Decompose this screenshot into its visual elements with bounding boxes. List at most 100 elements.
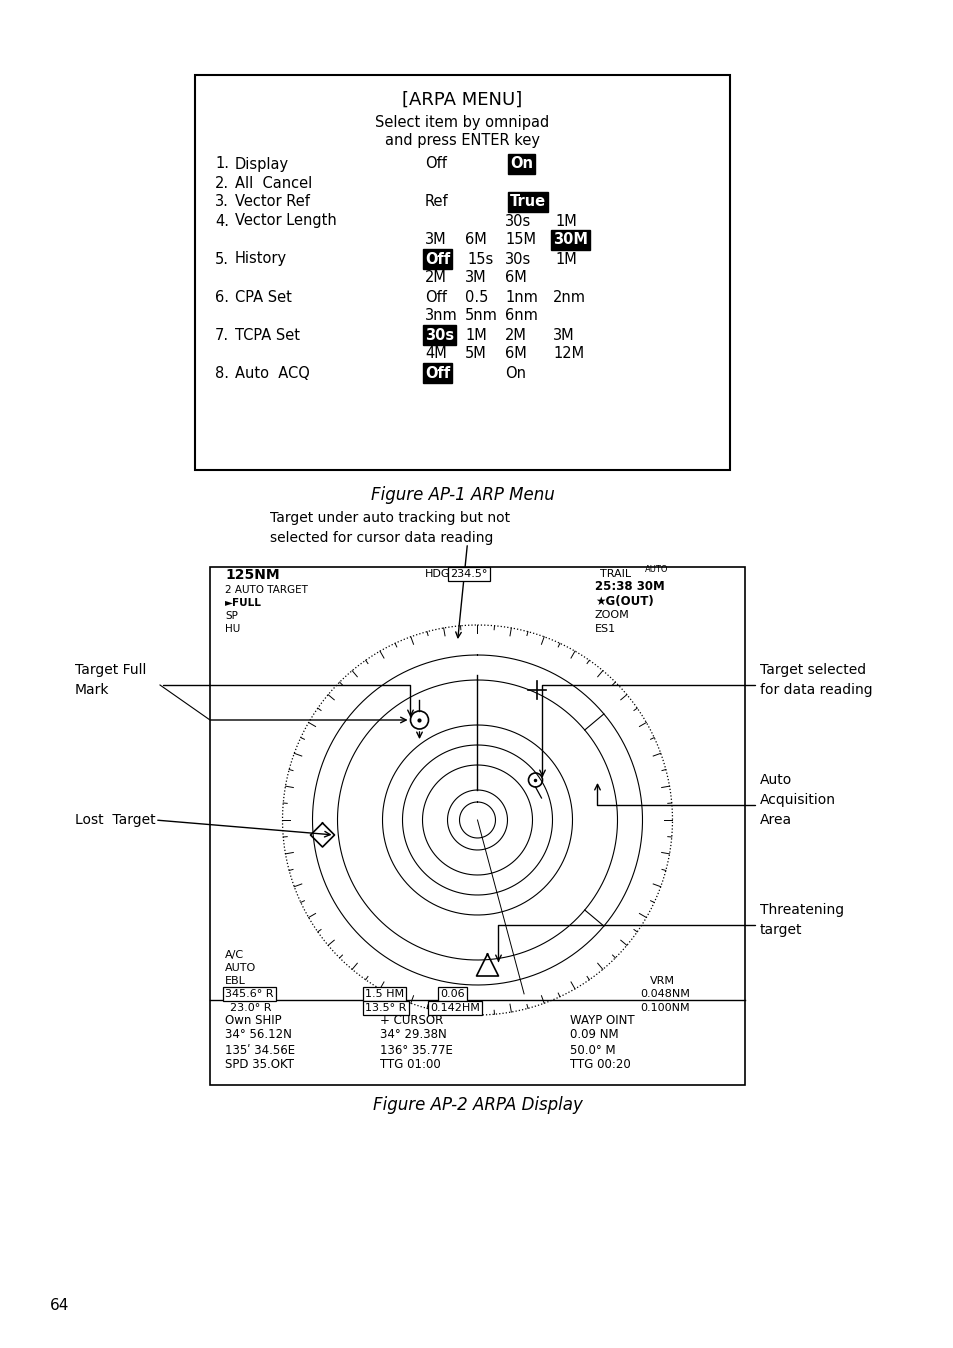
Text: 2nm: 2nm [553,290,585,305]
Text: TTG 00:20: TTG 00:20 [569,1058,630,1072]
Text: + CURSOR: + CURSOR [379,1014,443,1026]
Text: All  Cancel: All Cancel [234,175,312,190]
Text: 30s: 30s [424,328,454,342]
Text: TTG 01:00: TTG 01:00 [379,1058,440,1072]
Text: SP: SP [225,611,237,621]
Text: 34° 29.38N: 34° 29.38N [379,1029,446,1042]
Text: Display: Display [234,156,289,171]
Text: 30s: 30s [504,252,531,267]
Text: 5.: 5. [214,252,229,267]
Bar [210,568,744,1085]
Text: SPD 35.OKT: SPD 35.OKT [225,1058,294,1072]
Text: Auto  ACQ: Auto ACQ [234,365,310,380]
Text: 345.6° R: 345.6° R [225,989,274,999]
Text: 1M: 1M [555,213,577,229]
Text: Vector Ref: Vector Ref [234,194,310,209]
Text: 15s: 15s [467,252,493,267]
Text: 1.5 HM: 1.5 HM [365,989,404,999]
Text: Off: Off [424,290,446,305]
Text: ★G(OUT): ★G(OUT) [595,594,653,608]
Text: 6M: 6M [504,346,526,361]
Text: Threatening
target: Threatening target [760,903,843,937]
Text: 6M: 6M [504,271,526,286]
Text: 23.0° R: 23.0° R [230,1003,272,1012]
Text: 30s: 30s [504,213,531,229]
Text: 3.: 3. [214,194,229,209]
Text: 0.142HM: 0.142HM [430,1003,479,1012]
Text: 64: 64 [50,1298,70,1313]
Text: True: True [510,194,545,209]
Text: 6M: 6M [464,232,486,248]
Text: VRM: VRM [649,976,675,985]
Text: Target under auto tracking but not
selected for cursor data reading: Target under auto tracking but not selec… [270,511,510,545]
Text: HDG: HDG [424,569,450,580]
Text: 5nm: 5nm [464,309,497,324]
Text: Select item by omnipad: Select item by omnipad [375,115,549,129]
Text: Off: Off [424,252,450,267]
Text: Target selected
for data reading: Target selected for data reading [760,663,872,697]
Text: A/C: A/C [225,950,244,960]
Text: 1M: 1M [555,252,577,267]
Text: Auto
Acquisition
Area: Auto Acquisition Area [760,774,835,826]
Text: 6.: 6. [214,290,229,305]
Text: 25:38 30M: 25:38 30M [595,581,664,593]
Text: Lost  Target: Lost Target [75,813,155,828]
Text: 12M: 12M [553,346,583,361]
Text: ZOOM: ZOOM [595,611,629,620]
Text: On: On [510,156,533,171]
Text: 135ʹ 34.56E: 135ʹ 34.56E [225,1043,294,1057]
Text: [ARPA MENU]: [ARPA MENU] [402,92,522,109]
Text: 0.06: 0.06 [439,989,464,999]
Text: and press ENTER key: and press ENTER key [385,132,539,147]
Text: 3M: 3M [424,232,446,248]
Text: 1M: 1M [464,328,486,342]
Text: ►FULL: ►FULL [225,599,262,608]
Text: 0.100NM: 0.100NM [639,1003,689,1012]
Text: Figure AP-2 ARPA Display: Figure AP-2 ARPA Display [373,1096,582,1113]
Text: WAYP OINT: WAYP OINT [569,1014,634,1026]
Text: 6nm: 6nm [504,309,537,324]
Text: Vector Length: Vector Length [234,213,336,229]
Text: 0.048NM: 0.048NM [639,989,689,999]
Text: Off: Off [424,156,446,171]
Text: 2.: 2. [214,175,229,190]
Text: Target Full
Mark: Target Full Mark [75,663,146,697]
Text: 125NM: 125NM [225,568,279,582]
Text: 3M: 3M [553,328,574,342]
Text: 2M: 2M [424,271,446,286]
Text: 50.0° M: 50.0° M [569,1043,615,1057]
Text: CPA Set: CPA Set [234,290,292,305]
Text: Ref: Ref [424,194,448,209]
Text: 30M: 30M [553,232,587,248]
Text: EBL: EBL [225,976,246,985]
Text: 0.09 NM: 0.09 NM [569,1029,618,1042]
Text: 2M: 2M [504,328,526,342]
Text: 8.: 8. [214,365,229,380]
Text: On: On [504,365,525,380]
Text: History: History [234,252,287,267]
Bar [194,75,729,470]
Text: 1nm: 1nm [504,290,537,305]
Text: ES1: ES1 [595,624,616,634]
Text: 15M: 15M [504,232,536,248]
Text: Own SHIP: Own SHIP [225,1014,281,1026]
Text: 3nm: 3nm [424,309,457,324]
Text: Off: Off [424,365,450,380]
Text: 7.: 7. [214,328,229,342]
Text: AUTO: AUTO [225,962,256,973]
Text: 3M: 3M [464,271,486,286]
Text: 234.5°: 234.5° [450,569,487,580]
Text: 1.: 1. [214,156,229,171]
Text: 0.5: 0.5 [464,290,488,305]
Text: 4M: 4M [424,346,446,361]
Text: Figure AP-1 ARP Menu: Figure AP-1 ARP Menu [370,487,554,504]
Text: 136° 35.77E: 136° 35.77E [379,1043,453,1057]
Text: 4.: 4. [214,213,229,229]
Text: 34° 56.12N: 34° 56.12N [225,1029,292,1042]
Text: 13.5° R: 13.5° R [365,1003,406,1012]
Text: 5M: 5M [464,346,486,361]
Text: TRAIL: TRAIL [599,569,631,580]
Text: 2 AUTO TARGET: 2 AUTO TARGET [225,585,308,594]
Text: HU: HU [225,624,240,634]
Text: TCPA Set: TCPA Set [234,328,299,342]
